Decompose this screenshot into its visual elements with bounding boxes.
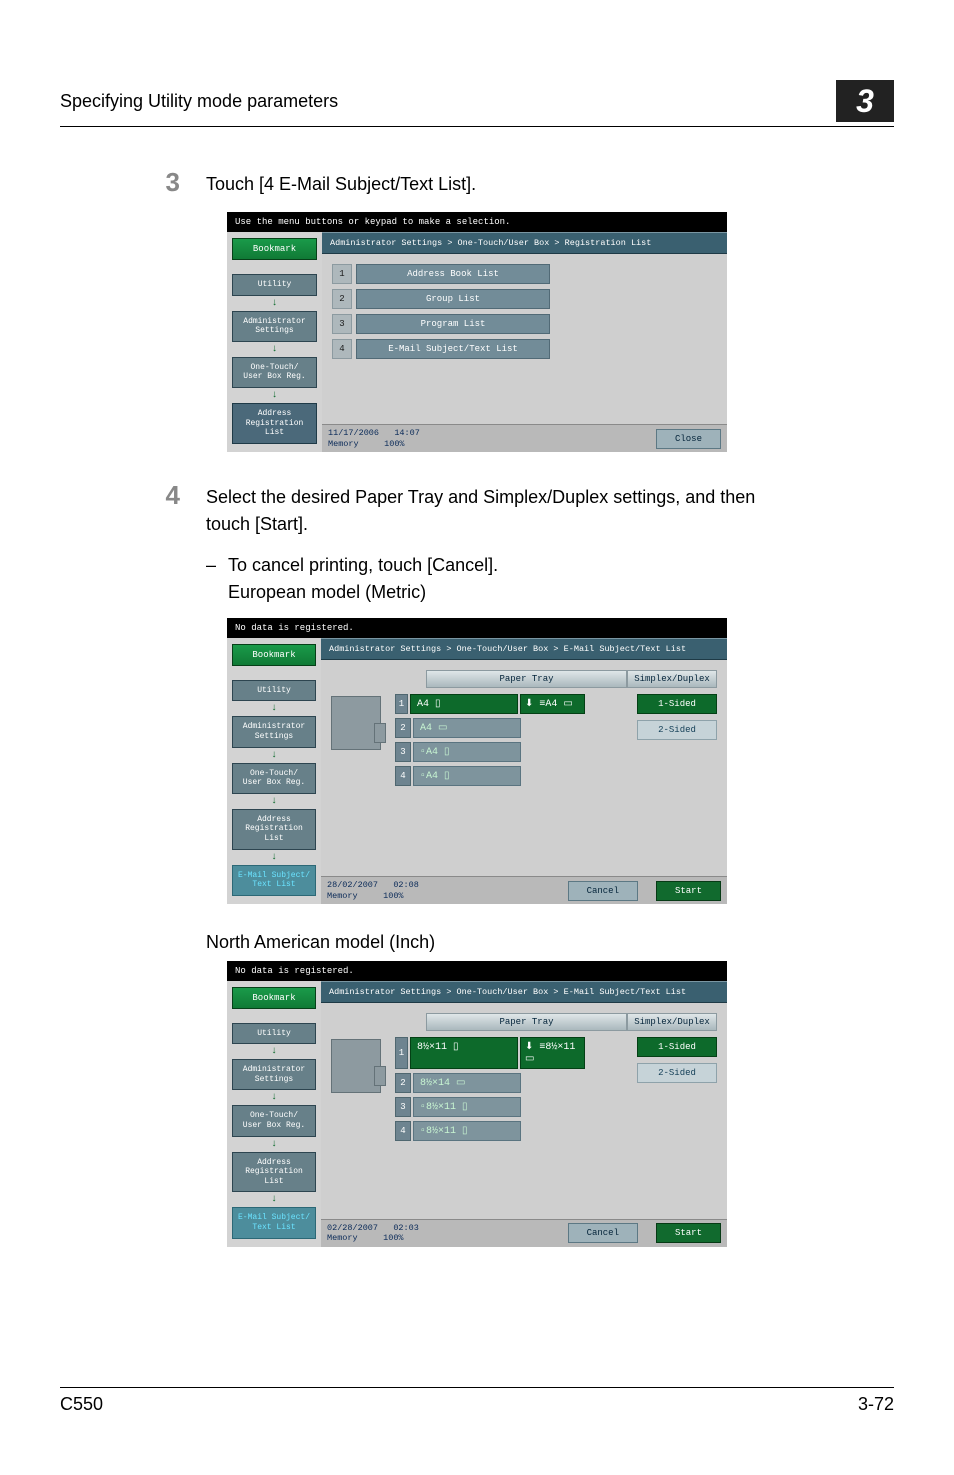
nav-address-registration-list[interactable]: Address Registration List xyxy=(232,403,317,444)
page-header: Specifying Utility mode parameters 3 xyxy=(60,80,894,127)
tray-number: 2 xyxy=(395,1073,411,1093)
status-bar: Use the menu buttons or keypad to make a… xyxy=(227,212,727,232)
paper-tray-header: Paper Tray xyxy=(426,1013,627,1031)
nav-utility[interactable]: Utility xyxy=(232,274,317,296)
nav-email-subject-text-list[interactable]: E-Mail Subject/ Text List xyxy=(232,865,316,896)
step-number: 3 xyxy=(160,167,180,198)
tray-number: 4 xyxy=(395,766,411,786)
chevron-down-icon: ↓ xyxy=(232,1139,316,1150)
one-sided-button[interactable]: 1-Sided xyxy=(637,1037,717,1057)
email-subject-text-list-button[interactable]: E-Mail Subject/Text List xyxy=(356,339,550,359)
nav-onetouch-userbox[interactable]: One-Touch/ User Box Reg. xyxy=(232,1105,316,1136)
breadcrumb: Administrator Settings > One-Touch/User … xyxy=(321,981,727,1003)
caption-north-american: North American model (Inch) xyxy=(206,932,894,953)
header-title: Specifying Utility mode parameters xyxy=(60,91,338,112)
chevron-down-icon: ↓ xyxy=(232,796,316,807)
menu-number: 4 xyxy=(332,339,352,359)
footer-model: C550 xyxy=(60,1394,103,1415)
nav-email-subject-text-list[interactable]: E-Mail Subject/ Text List xyxy=(232,1207,316,1238)
screenshot-paper-tray-metric: No data is registered. Bookmark Utility … xyxy=(227,618,727,904)
datetime: 28/02/2007 02:08 Memory 100% xyxy=(327,880,419,900)
footer-page-number: 3-72 xyxy=(858,1394,894,1415)
tray-number: 1 xyxy=(395,694,408,714)
printer-icon xyxy=(331,1039,381,1093)
tray-4-button[interactable]: ▫A4 ▯ xyxy=(413,766,521,786)
bookmark-button[interactable]: Bookmark xyxy=(232,644,316,666)
page-footer: C550 3-72 xyxy=(60,1387,894,1415)
bypass-tray-button[interactable]: ⬇ ≡8½×11 ▭ xyxy=(520,1037,585,1069)
menu-number: 3 xyxy=(332,314,352,334)
step-text: Touch [4 E-Mail Subject/Text List]. xyxy=(206,167,476,198)
side-nav: Bookmark Utility ↓ Administrator Setting… xyxy=(227,981,321,1247)
nav-admin-settings[interactable]: Administrator Settings xyxy=(232,716,316,747)
group-list-button[interactable]: Group List xyxy=(356,289,550,309)
chevron-down-icon: ↓ xyxy=(232,852,316,863)
side-nav: Bookmark Utility ↓ Administrator Setting… xyxy=(227,638,321,904)
tray-number: 2 xyxy=(395,718,411,738)
chapter-number-box: 3 xyxy=(836,80,894,122)
chevron-down-icon: ↓ xyxy=(232,750,316,761)
chevron-down-icon: ↓ xyxy=(232,1046,316,1057)
chevron-down-icon: ↓ xyxy=(232,390,317,401)
nav-utility[interactable]: Utility xyxy=(232,680,316,702)
menu-number: 2 xyxy=(332,289,352,309)
nav-address-registration-list[interactable]: Address Registration List xyxy=(232,1152,316,1193)
bookmark-button[interactable]: Bookmark xyxy=(232,987,316,1009)
simplex-duplex-header: Simplex/Duplex xyxy=(627,670,717,688)
step-4: 4 Select the desired Paper Tray and Simp… xyxy=(160,480,894,538)
breadcrumb: Administrator Settings > One-Touch/User … xyxy=(322,232,727,254)
manual-page: Specifying Utility mode parameters 3 3 T… xyxy=(0,0,954,1475)
tray-3-button[interactable]: ▫8½×11 ▯ xyxy=(413,1097,521,1117)
nav-utility[interactable]: Utility xyxy=(232,1023,316,1045)
tray-number: 3 xyxy=(395,1097,411,1117)
simplex-duplex-header: Simplex/Duplex xyxy=(627,1013,717,1031)
step-3: 3 Touch [4 E-Mail Subject/Text List]. xyxy=(160,167,894,198)
start-button[interactable]: Start xyxy=(656,881,721,901)
status-bar: No data is registered. xyxy=(227,618,727,638)
printer-icon xyxy=(331,696,381,750)
breadcrumb: Administrator Settings > One-Touch/User … xyxy=(321,638,727,660)
program-list-button[interactable]: Program List xyxy=(356,314,550,334)
tray-1-button[interactable]: A4 ▯ xyxy=(410,694,518,714)
screenshot-registration-list: Use the menu buttons or keypad to make a… xyxy=(227,212,727,452)
cancel-button[interactable]: Cancel xyxy=(568,1223,638,1243)
tray-number: 3 xyxy=(395,742,411,762)
tray-2-button[interactable]: A4 ▭ xyxy=(413,718,521,738)
bookmark-button[interactable]: Bookmark xyxy=(232,238,317,260)
tray-1-button[interactable]: 8½×11 ▯ xyxy=(410,1037,518,1069)
two-sided-button[interactable]: 2-Sided xyxy=(637,720,717,740)
tray-3-button[interactable]: ▫A4 ▯ xyxy=(413,742,521,762)
step-text: Select the desired Paper Tray and Simple… xyxy=(206,480,786,538)
side-nav: Bookmark Utility ↓ Administrator Setting… xyxy=(227,232,322,452)
paper-tray-header: Paper Tray xyxy=(426,670,627,688)
chevron-down-icon: ↓ xyxy=(232,703,316,714)
close-button[interactable]: Close xyxy=(656,429,721,449)
bypass-tray-button[interactable]: ⬇ ≡A4 ▭ xyxy=(520,694,585,714)
one-sided-button[interactable]: 1-Sided xyxy=(637,694,717,714)
step-number: 4 xyxy=(160,480,180,538)
tray-number: 4 xyxy=(395,1121,411,1141)
start-button[interactable]: Start xyxy=(656,1223,721,1243)
tray-number: 1 xyxy=(395,1037,408,1069)
step-sub-text: –To cancel printing, touch [Cancel]. Eur… xyxy=(206,552,766,606)
status-bar: No data is registered. xyxy=(227,961,727,981)
datetime: 11/17/2006 14:07 Memory 100% xyxy=(328,428,420,448)
tray-4-button[interactable]: ▫8½×11 ▯ xyxy=(413,1121,521,1141)
menu-number: 1 xyxy=(332,264,352,284)
screenshot-paper-tray-inch: No data is registered. Bookmark Utility … xyxy=(227,961,727,1247)
chevron-down-icon: ↓ xyxy=(232,344,317,355)
nav-onetouch-userbox[interactable]: One-Touch/ User Box Reg. xyxy=(232,357,317,388)
chevron-down-icon: ↓ xyxy=(232,1092,316,1103)
nav-address-registration-list[interactable]: Address Registration List xyxy=(232,809,316,850)
address-book-list-button[interactable]: Address Book List xyxy=(356,264,550,284)
chevron-down-icon: ↓ xyxy=(232,1194,316,1205)
two-sided-button[interactable]: 2-Sided xyxy=(637,1063,717,1083)
datetime: 02/28/2007 02:03 Memory 100% xyxy=(327,1223,419,1243)
chevron-down-icon: ↓ xyxy=(232,298,317,309)
nav-admin-settings[interactable]: Administrator Settings xyxy=(232,311,317,342)
tray-2-button[interactable]: 8½×14 ▭ xyxy=(413,1073,521,1093)
nav-admin-settings[interactable]: Administrator Settings xyxy=(232,1059,316,1090)
cancel-button[interactable]: Cancel xyxy=(568,881,638,901)
nav-onetouch-userbox[interactable]: One-Touch/ User Box Reg. xyxy=(232,763,316,794)
